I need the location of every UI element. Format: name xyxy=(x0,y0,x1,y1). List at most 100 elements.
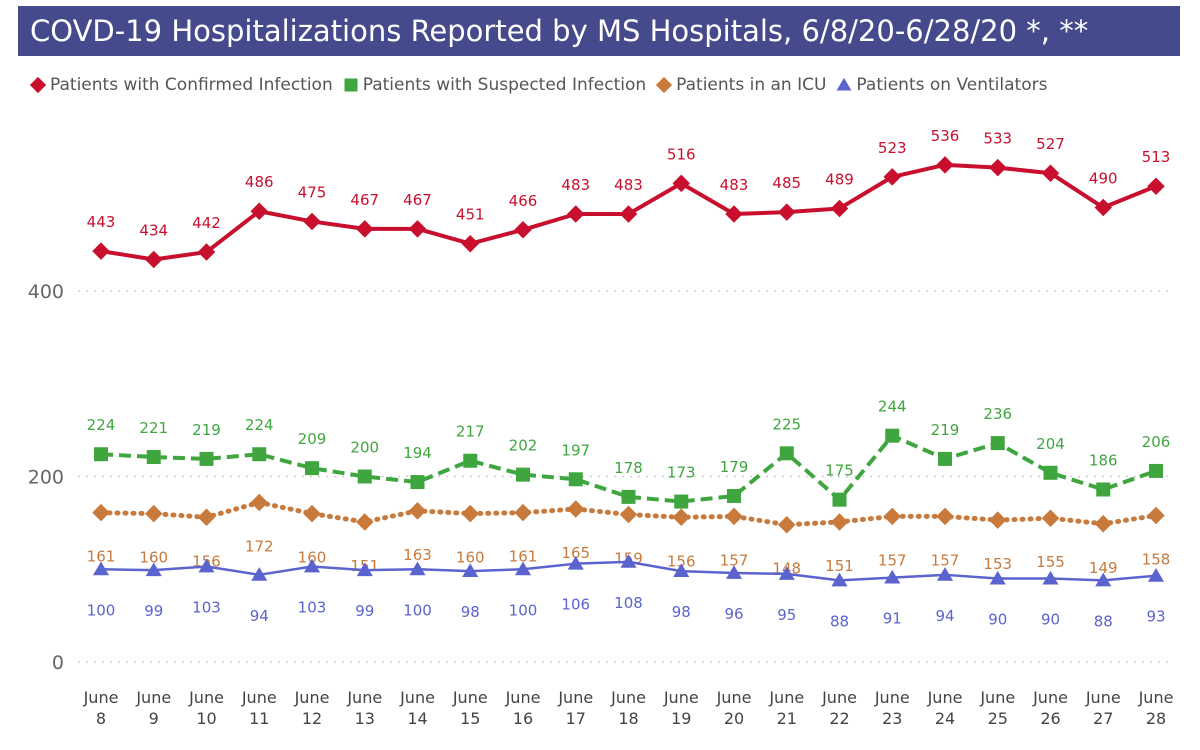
data-point xyxy=(567,205,585,223)
x-tick-label: June 10 xyxy=(188,688,224,728)
data-point xyxy=(567,555,584,570)
data-point xyxy=(94,447,108,462)
data-label: 451 xyxy=(456,206,485,224)
x-tick-label: June 19 xyxy=(663,688,699,728)
data-point xyxy=(885,428,900,443)
data-point xyxy=(727,488,741,503)
data-label: 483 xyxy=(720,176,749,194)
data-label: 516 xyxy=(667,145,696,163)
data-point xyxy=(516,467,530,482)
data-point xyxy=(989,570,1006,585)
x-tick-label: June 26 xyxy=(1032,688,1068,728)
data-label: 100 xyxy=(87,601,116,619)
legend-label: Patients with Confirmed Infection xyxy=(50,75,333,95)
data-point xyxy=(409,561,426,576)
data-label: 175 xyxy=(825,462,854,480)
data-label: 434 xyxy=(139,221,168,239)
data-point xyxy=(832,492,847,507)
x-tick-label: June 27 xyxy=(1085,688,1121,728)
data-label: 204 xyxy=(1036,435,1065,453)
data-label: 221 xyxy=(139,419,168,437)
data-point xyxy=(672,508,690,527)
data-point xyxy=(1149,463,1163,478)
data-label: 151 xyxy=(825,557,854,575)
data-point xyxy=(938,451,952,466)
data-point xyxy=(674,494,689,509)
data-point xyxy=(673,563,690,578)
data-label: 475 xyxy=(298,183,327,201)
data-point xyxy=(252,447,267,462)
data-point xyxy=(146,450,161,465)
data-point xyxy=(990,436,1005,451)
data-point xyxy=(145,562,162,577)
data-label: 224 xyxy=(87,416,116,434)
data-point xyxy=(725,565,743,579)
data-label: 527 xyxy=(1036,135,1065,153)
data-point xyxy=(514,503,532,522)
data-label: 467 xyxy=(403,191,432,209)
data-point xyxy=(883,507,901,526)
data-point xyxy=(92,503,110,522)
data-point xyxy=(1147,177,1165,195)
x-tick-label: June 13 xyxy=(346,688,382,728)
data-label: 489 xyxy=(825,170,854,188)
data-label: 467 xyxy=(350,191,379,209)
data-point xyxy=(303,212,321,231)
data-point xyxy=(778,566,795,580)
data-point xyxy=(883,168,901,186)
data-point xyxy=(936,567,954,581)
legend-label: Patients on Ventilators xyxy=(856,75,1048,95)
legend-marker xyxy=(656,77,673,93)
legend-marker-shape xyxy=(30,77,46,93)
data-label: 485 xyxy=(772,174,801,192)
data-point xyxy=(1147,568,1165,582)
y-tick-label: 200 xyxy=(28,467,64,489)
data-label: 160 xyxy=(139,549,168,567)
data-label: 219 xyxy=(931,421,960,439)
legend-marker xyxy=(836,77,852,91)
data-label: 158 xyxy=(1142,550,1171,568)
data-label: 99 xyxy=(355,602,374,620)
x-tick-label: June 20 xyxy=(716,688,752,728)
y-tick-label: 400 xyxy=(28,281,64,303)
data-point xyxy=(514,221,532,239)
data-label: 90 xyxy=(1041,611,1060,629)
legend-marker-shape xyxy=(656,77,673,93)
x-tick-label: June 16 xyxy=(505,688,541,728)
data-label: 103 xyxy=(298,598,327,616)
data-point xyxy=(356,513,374,531)
data-label: 533 xyxy=(983,130,1012,148)
data-point xyxy=(831,572,848,587)
data-label: 466 xyxy=(509,192,538,210)
data-point xyxy=(1147,506,1165,525)
data-point xyxy=(410,475,425,490)
data-point xyxy=(92,242,110,260)
data-label: 523 xyxy=(878,139,907,157)
data-point xyxy=(250,493,268,512)
data-point xyxy=(1094,198,1112,217)
data-label: 483 xyxy=(614,176,643,194)
data-label: 490 xyxy=(1089,170,1118,188)
data-label: 225 xyxy=(772,415,801,433)
data-point xyxy=(197,508,216,527)
data-point xyxy=(145,250,163,269)
data-point xyxy=(356,220,374,238)
data-label: 536 xyxy=(931,127,960,145)
data-label: 149 xyxy=(1089,559,1118,577)
legend-item: Patients on Ventilators xyxy=(836,75,1047,95)
data-point xyxy=(778,515,796,534)
data-label: 99 xyxy=(144,602,163,620)
data-label: 108 xyxy=(614,594,643,612)
data-label: 157 xyxy=(720,551,749,569)
data-label: 443 xyxy=(87,213,116,231)
legend-marker-shape xyxy=(344,78,358,92)
data-label: 103 xyxy=(192,598,221,616)
data-point xyxy=(514,561,532,576)
data-label: 163 xyxy=(403,546,432,564)
series-line xyxy=(100,433,1157,504)
data-point xyxy=(463,453,478,468)
data-point xyxy=(250,202,268,220)
x-tick-label: June 17 xyxy=(557,688,593,728)
data-point xyxy=(462,563,479,578)
